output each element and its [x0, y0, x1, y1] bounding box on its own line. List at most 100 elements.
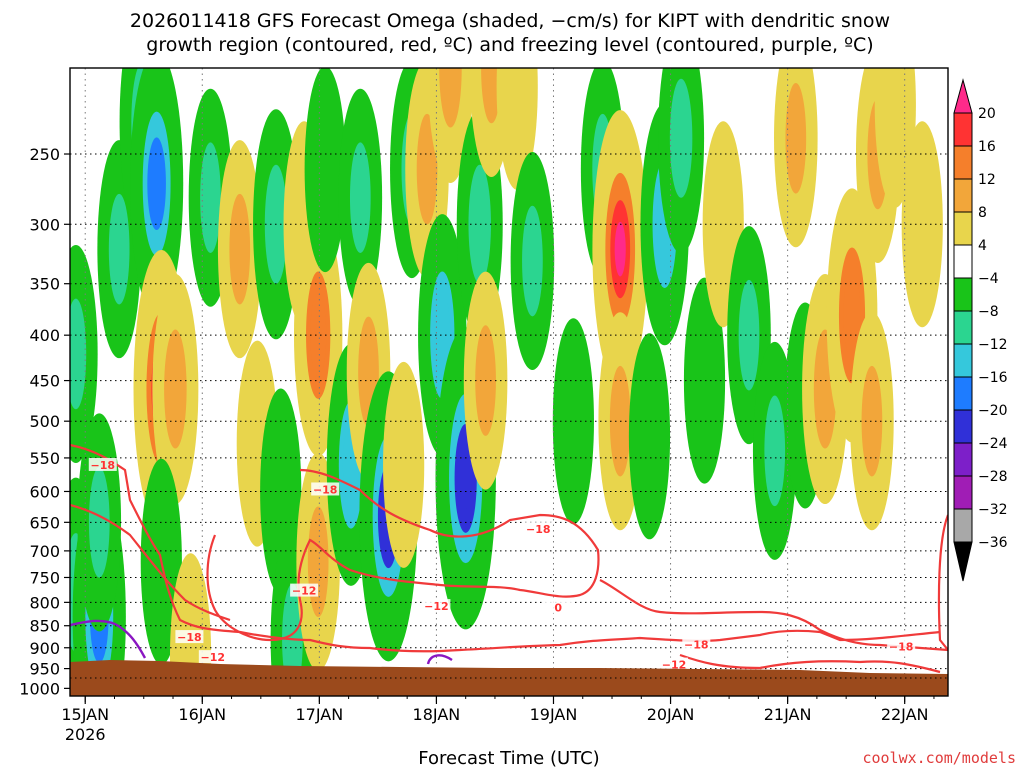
- colorbar-tick-label: −28: [978, 469, 1008, 485]
- dendritic-contour: [206, 468, 600, 642]
- omega-shading: [70, 68, 943, 696]
- y-tick-label: 550: [29, 449, 60, 468]
- colorbar-band: [953, 277, 973, 312]
- omega-cell-mid: [164, 329, 187, 449]
- freezing-level-contour: [426, 654, 453, 665]
- colorbar-band: [953, 508, 973, 543]
- colorbar-band: [953, 145, 973, 180]
- contour-label-bg: [524, 522, 553, 536]
- colorbar-tick-label: −36: [978, 535, 1008, 551]
- colorbar-band: [953, 409, 973, 444]
- colorbar: 20 16 12 8 4 −4 −8 −12 −16 −20 −24 −28 −32 −36: [953, 78, 1008, 582]
- colorbar-tick-label: −12: [978, 337, 1008, 353]
- dendritic-contour: [70, 443, 941, 653]
- omega-cell-mid: [785, 82, 807, 194]
- contour-label: 0: [554, 602, 562, 615]
- contour-label: −12: [292, 585, 317, 598]
- y-axis: 250 300 350 400 450 500 550 600 650 700 750 800 850 9…: [19, 145, 70, 698]
- x-tick-label: 22JAN: [881, 705, 929, 724]
- omega-cell-mid: [738, 279, 760, 391]
- colorbar-tick-label: 12: [978, 172, 996, 188]
- omega-cell-mid: [861, 365, 883, 477]
- contour-label-bg: [175, 630, 204, 644]
- omega-cell-mid: [439, 68, 462, 128]
- contour-label-bg: [887, 639, 916, 653]
- colorbar-band: [953, 310, 973, 345]
- contour-label-bg: [422, 599, 451, 613]
- colorbar-band: [953, 442, 973, 477]
- y-tick-label: 700: [29, 542, 60, 561]
- contour-label: −12: [424, 600, 449, 613]
- contour-label-bg: [660, 657, 689, 671]
- contour-label: −12: [662, 659, 687, 672]
- colorbar-tick-label: −32: [978, 502, 1008, 518]
- omega-cell-outer: [552, 318, 594, 525]
- omega-cell-mid: [416, 113, 438, 225]
- contour-label: −18: [526, 523, 551, 536]
- omega-cell-mid: [108, 193, 130, 305]
- colorbar-band: [953, 343, 973, 378]
- dendritic-contour: [679, 653, 941, 674]
- x-axis-label: Forecast Time (UTC): [418, 748, 599, 768]
- contour-label-bg: [544, 600, 573, 614]
- omega-cell-mid: [70, 298, 87, 410]
- omega-cell-mid: [88, 467, 110, 578]
- y-tick-label: 450: [29, 372, 60, 391]
- omega-cell-outer: [383, 361, 425, 568]
- colorbar-top-arrow: [953, 78, 973, 114]
- omega-cell-mid: [669, 78, 693, 198]
- contour-label-bg: [682, 637, 711, 651]
- omega-cell-mid: [349, 142, 371, 253]
- plot-area: −18 −12 −18 −18 −12 −12 −18 0 −18 −12 −18: [70, 68, 948, 696]
- freezing-level-contour: [70, 619, 147, 659]
- y-tick-label: 750: [29, 568, 60, 587]
- colorbar-tick-label: −24: [978, 436, 1008, 452]
- y-tick-label: 500: [29, 412, 60, 431]
- colorbar-tick-label: 16: [978, 139, 996, 155]
- y-tick-label: 950: [29, 660, 60, 679]
- y-tick-label: 650: [29, 513, 60, 532]
- omega-cell-mid: [307, 506, 329, 618]
- omega-cell-mid: [468, 164, 491, 284]
- x-tick-label: 18JAN: [413, 705, 461, 724]
- x-tick-label: 15JAN: [61, 705, 109, 724]
- colorbar-tick-label: −20: [978, 403, 1008, 419]
- y-tick-label: 900: [29, 639, 60, 658]
- chart-title-line1: 2026011418 GFS Forecast Omega (shaded, −…: [130, 10, 890, 32]
- x-tick-label: 20JAN: [647, 705, 695, 724]
- colorbar-bottom-arrow: [953, 541, 973, 582]
- omega-cell-outer: [628, 333, 671, 540]
- omega-cell-mid: [764, 395, 786, 507]
- colorbar-band: [953, 211, 973, 246]
- contour-label: −12: [201, 651, 226, 664]
- dendritic-contour: [937, 514, 948, 651]
- y-tick-label: 300: [29, 215, 60, 234]
- colorbar-band: [953, 475, 973, 510]
- contour-label-bg: [290, 583, 319, 597]
- x-tick-label: 16JAN: [178, 705, 226, 724]
- omega-cell-peak: [614, 221, 626, 277]
- dendritic-contour: [70, 503, 231, 622]
- contour-label-bg: [198, 650, 227, 664]
- credit-text[interactable]: coolwx.com/models: [862, 749, 1016, 767]
- omega-cell-mid: [229, 193, 251, 305]
- colorbar-band: [953, 376, 973, 411]
- colorbar-tick-label: −8: [978, 304, 999, 320]
- y-tick-label: 600: [29, 482, 60, 501]
- omega-cell-core: [434, 294, 451, 377]
- x-tick-label: 19JAN: [530, 705, 578, 724]
- contour-label-bg: [311, 482, 340, 496]
- omega-cell-outer: [901, 121, 943, 328]
- colorbar-band: [953, 178, 973, 213]
- omega-cell-mid: [481, 68, 502, 124]
- colorbar-band: [953, 112, 973, 147]
- omega-cell-peak: [459, 448, 472, 509]
- contour-label: −18: [889, 641, 914, 654]
- dendritic-contour: [599, 579, 948, 652]
- omega-cell-core: [147, 137, 166, 231]
- y-tick-label: 1000: [19, 679, 60, 698]
- x-tick-label: 21JAN: [764, 705, 812, 724]
- contour-label: −18: [313, 483, 338, 496]
